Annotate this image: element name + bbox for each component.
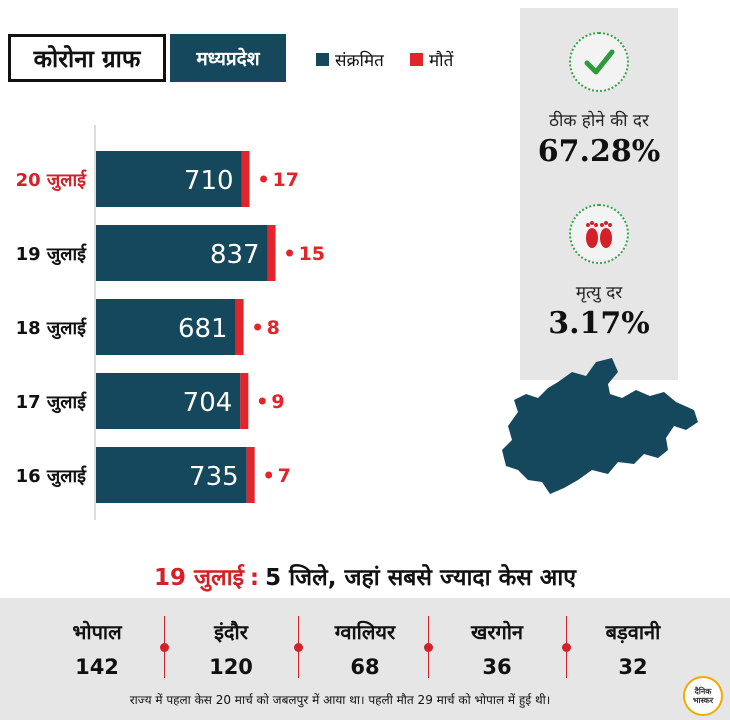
legend-item-deaths: मौतें: [410, 48, 453, 71]
district-name: ग्वालियर: [334, 620, 396, 644]
district-cases: 36: [482, 655, 512, 679]
checkmark-icon: [569, 32, 629, 92]
district-divider: [562, 616, 571, 678]
death-dot: [265, 471, 273, 479]
footer-note: राज्य में पहला केस 20 मार्च को जबलपुर मे…: [129, 693, 551, 707]
bar-value-label: 704: [183, 388, 233, 418]
recovery-rate-value: 67.28%: [537, 134, 661, 169]
district-name: इंदौर: [214, 620, 248, 644]
bars-group: 20 जुलाई 710 17 19 जुलाई 837 15 18 जुलाई 681 8 17…: [16, 151, 325, 503]
death-value-label: 15: [299, 243, 325, 265]
death-rate-label: मृत्यु दर: [575, 283, 623, 303]
district-cases: 32: [618, 655, 648, 679]
category-label: 20 जुलाई: [16, 169, 88, 192]
district-bhopal: भोपाल 142: [32, 618, 162, 679]
bar-infected: [96, 447, 247, 503]
dainik-bhaskar-logo: दैनिक भास्कर: [683, 676, 723, 716]
district-khargone: खरगोन 36: [432, 618, 562, 679]
bar-deaths: [240, 373, 249, 429]
category-label: 18 जुलाई: [16, 317, 88, 340]
bar-deaths: [267, 225, 276, 281]
bar-deaths: [235, 299, 244, 355]
chart-title: कोरोना ग्राफ: [8, 34, 166, 82]
logo-text-line2: भास्कर: [692, 696, 714, 705]
districts-heading-text: 5 जिले, जहां सबसे ज्यादा केस आए: [265, 565, 577, 591]
district-divider: [160, 616, 169, 678]
category-label: 19 जुलाई: [16, 243, 88, 266]
state-label: मध्यप्रदेश: [170, 34, 286, 82]
legend-label-infected: संक्रमित: [335, 51, 384, 71]
legend-item-infected: संक्रमित: [316, 48, 384, 71]
bar-infected: [96, 225, 268, 281]
category-label: 17 जुलाई: [16, 391, 88, 414]
bar-infected: [96, 373, 241, 429]
districts-band: [0, 598, 730, 720]
legend-swatch-deaths: [410, 53, 423, 66]
death-value-label: 7: [278, 465, 291, 487]
district-name: बड़वानी: [605, 620, 661, 644]
bar-infected: [96, 151, 242, 207]
district-cases: 68: [350, 655, 380, 679]
districts-date: 19 जुलाई: [153, 565, 244, 591]
districts-separator: :: [249, 565, 260, 591]
death-dot: [260, 175, 268, 183]
logo-text-line1: दैनिक: [694, 687, 712, 696]
death-dot: [258, 397, 266, 405]
death-rate-value: 3.17%: [548, 306, 650, 341]
stats-panel: ठीक होने की दर 67.28% मृत्यु दर 3.17%: [520, 8, 678, 380]
district-name: भोपाल: [72, 620, 122, 644]
horizontal-bar-chart: 20 जुलाई 710 17 19 जुलाई 837 15 18 जुलाई 681 8 17…: [16, 125, 325, 520]
bar-value-label: 681: [178, 314, 228, 344]
state-map-icon: [502, 358, 698, 494]
death-value-label: 9: [271, 391, 284, 413]
bar-deaths: [246, 447, 255, 503]
district-gwalior: ग्वालियर 68: [300, 618, 430, 679]
bar-value-label: 735: [189, 462, 239, 492]
footprints-icon: [569, 204, 629, 264]
death-value-label: 8: [267, 317, 280, 339]
legend-label-deaths: मौतें: [429, 51, 454, 71]
bar-infected: [96, 299, 236, 355]
recovery-rate-label: ठीक होने की दर: [549, 111, 649, 131]
death-dot: [286, 249, 294, 257]
bar-value-label: 837: [210, 240, 260, 270]
district-indore: इंदौर 120: [166, 618, 296, 679]
districts-heading: 19 जुलाई:5 जिले, जहां सबसे ज्यादा केस आए: [0, 560, 730, 592]
category-label: 16 जुलाई: [16, 465, 88, 488]
district-cases: 120: [209, 655, 253, 679]
death-dot: [254, 323, 262, 331]
district-divider: [294, 616, 303, 678]
district-barwani: बड़वानी 32: [568, 618, 698, 679]
district-name: खरगोन: [470, 620, 524, 644]
bar-deaths: [241, 151, 250, 207]
legend-swatch-infected: [316, 53, 329, 66]
death-value-label: 17: [273, 169, 299, 191]
district-divider: [424, 616, 433, 678]
district-cases: 142: [75, 655, 119, 679]
bar-value-label: 710: [184, 166, 234, 196]
